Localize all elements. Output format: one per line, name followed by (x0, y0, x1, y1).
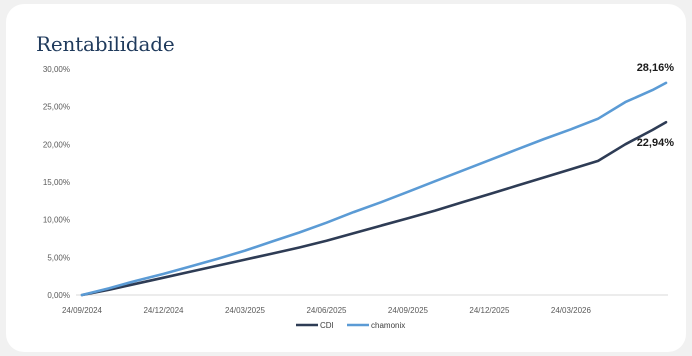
end-label-cdi: 22,94% (637, 137, 675, 149)
chart-title: Rentabilidade (36, 32, 175, 56)
x-tick-label: 24/09/2024 (62, 306, 103, 315)
x-tick-label: 24/06/2025 (306, 306, 347, 315)
y-tick-label: 0,00% (47, 291, 70, 300)
y-tick-label: 5,00% (47, 253, 70, 262)
y-tick-label: 10,00% (43, 216, 70, 225)
x-tick-label: 24/12/2024 (143, 306, 184, 315)
legend-label-cdi: CDI (320, 321, 334, 330)
x-tick-label: 24/09/2025 (388, 306, 429, 315)
y-tick-label: 30,00% (43, 65, 70, 74)
end-label-chamonix: 28,16% (637, 62, 675, 74)
series-line-cdi (80, 120, 668, 297)
series-line-chamonix (80, 81, 668, 297)
y-tick-label: 20,00% (43, 140, 70, 149)
x-tick-label: 24/03/2026 (551, 306, 592, 315)
x-tick-label: 24/03/2025 (225, 306, 266, 315)
legend-label-chamonix: chamonix (371, 321, 405, 330)
chart-card: Rentabilidade (6, 4, 686, 352)
y-tick-label: 25,00% (43, 103, 70, 112)
y-tick-label: 15,00% (43, 178, 70, 187)
x-tick-label: 24/12/2025 (469, 306, 510, 315)
